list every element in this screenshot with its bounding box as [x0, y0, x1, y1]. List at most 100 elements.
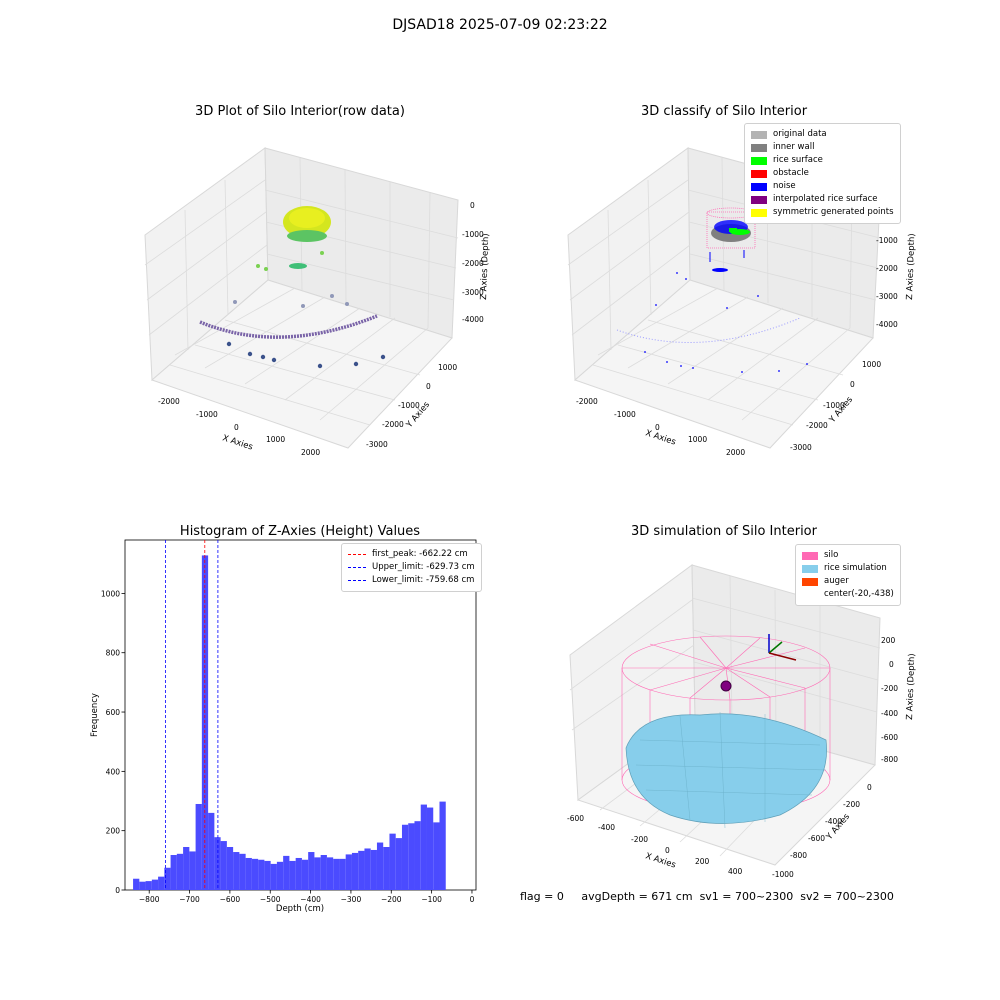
plot2-point — [757, 295, 759, 297]
hist-bar — [395, 838, 402, 890]
legend-line — [348, 580, 366, 581]
hist-bar — [283, 855, 290, 890]
plot2-point — [655, 304, 657, 306]
plot2-ytick: -2000 — [806, 421, 828, 430]
hist-bar — [439, 801, 446, 890]
plot2-zlabel: Z Axies (Depth) — [905, 233, 917, 300]
plot4-axis-triad — [768, 634, 797, 661]
hist-ytick-label: 1000 — [101, 589, 120, 598]
legend-item: rice surface — [751, 154, 894, 167]
plot1-point — [330, 294, 334, 298]
plot2-point — [726, 307, 728, 309]
hist-bar — [170, 855, 177, 890]
plot1-points — [199, 206, 386, 369]
hist-ytick-label: 200 — [106, 827, 121, 836]
hist-bar — [426, 807, 434, 890]
plot1-grid — [144, 157, 459, 426]
legend-line — [348, 554, 366, 555]
plot1-ytick: -2000 — [382, 420, 404, 429]
legend-swatch — [751, 169, 767, 178]
plot2-ztick: -2000 — [876, 264, 898, 273]
plot2-rice-surface — [729, 228, 737, 232]
hist-ytick-label: 400 — [106, 767, 121, 776]
plot4-ztick: 200 — [881, 636, 896, 645]
hist-bar — [301, 859, 309, 890]
plot4-xtick: -600 — [567, 814, 584, 823]
hist-xtick-label: −100 — [421, 895, 442, 904]
legend-swatch — [751, 156, 767, 165]
hist-bar — [189, 851, 196, 890]
status-line: flag = 0 avgDepth = 671 cm sv1 = 700~230… — [520, 890, 894, 903]
hist-bar — [233, 852, 240, 890]
hist-xtick-label: −400 — [300, 895, 321, 904]
plot2-grid — [567, 157, 881, 426]
plot1-rice-top — [289, 208, 325, 228]
hist-bar — [376, 842, 384, 890]
plot1-point — [256, 264, 260, 268]
plot2-ztick: -1000 — [876, 236, 898, 245]
hist-bar — [264, 860, 271, 890]
plot4-ztick: -200 — [881, 684, 898, 693]
hist-xtick-label: −500 — [260, 895, 281, 904]
plot2-point — [692, 367, 694, 369]
hist-bar — [351, 852, 359, 890]
hist-bar — [326, 857, 334, 890]
plot2-ytick: -3000 — [790, 443, 812, 452]
plot2-point — [680, 365, 682, 367]
plot2-ytick: 0 — [850, 380, 855, 389]
plot1-point — [380, 354, 386, 360]
hist-bar — [251, 858, 259, 890]
hist-xticks: −800 −700 −600 −500 −400 −300 −200 −100 0 — [139, 890, 475, 904]
hist-bar — [333, 858, 340, 890]
hist-xtick-label: −700 — [179, 895, 200, 904]
hist-bar — [133, 878, 140, 890]
plot4-ytick: -400 — [825, 817, 842, 826]
plot1-point — [226, 341, 232, 347]
status-sv2: sv2 = 700~2300 — [800, 890, 894, 903]
hist-bar — [276, 861, 284, 890]
plot1-title: 3D Plot of Silo Interior(row data) — [195, 104, 405, 119]
hist-xtick-label: −600 — [220, 895, 241, 904]
legend-item: center(-20,-438) — [802, 588, 894, 601]
plot2-floor-pane — [574, 279, 874, 449]
hist-bar — [158, 876, 165, 890]
plot1-ytick: -1000 — [398, 401, 420, 410]
legend-swatch — [751, 182, 767, 191]
plot1-ytick: -3000 — [366, 440, 388, 449]
legend-swatch — [751, 195, 767, 204]
status-avg-depth: avgDepth = 671 cm — [581, 890, 693, 903]
hist-bar — [358, 850, 365, 890]
legend-item: inner wall — [751, 141, 894, 154]
plot4-zlabel: Z Axies (Depth) — [905, 653, 917, 720]
hist-bar — [151, 879, 159, 890]
hist-bar — [364, 848, 371, 890]
hist-bar — [239, 853, 246, 890]
plot2-point — [778, 370, 780, 372]
plot2-xtick: 1000 — [688, 435, 707, 444]
plot4-xtick: 400 — [728, 867, 743, 876]
hist-bar — [214, 837, 221, 890]
hist-bar — [145, 881, 152, 890]
plot1-rice-lower — [287, 230, 327, 242]
legend-item: noise — [751, 180, 894, 193]
plot1-ztick: 0 — [470, 201, 475, 210]
plot4-rice-mesh — [635, 711, 827, 829]
legend-item: Upper_limit: -629.73 cm — [348, 561, 475, 574]
hist-bar — [408, 823, 415, 890]
hist-bar — [383, 846, 390, 890]
plot1-point — [260, 354, 266, 360]
hist-bar — [308, 852, 315, 890]
legend-swatch — [751, 208, 767, 217]
plot1-ztick: -4000 — [462, 315, 484, 324]
plot2-point — [666, 361, 668, 363]
plot1-ztick: -1000 — [462, 230, 484, 239]
plot4-xlabel: X Axies — [644, 851, 677, 870]
hist-xtick-label: −200 — [381, 895, 402, 904]
legend-swatch — [751, 130, 767, 139]
plot2-point — [685, 278, 687, 280]
hist-bar — [226, 846, 234, 890]
plot2-ztick: -3000 — [876, 292, 898, 301]
plot2-xtick: 2000 — [726, 448, 745, 457]
hist-bar — [195, 803, 202, 890]
